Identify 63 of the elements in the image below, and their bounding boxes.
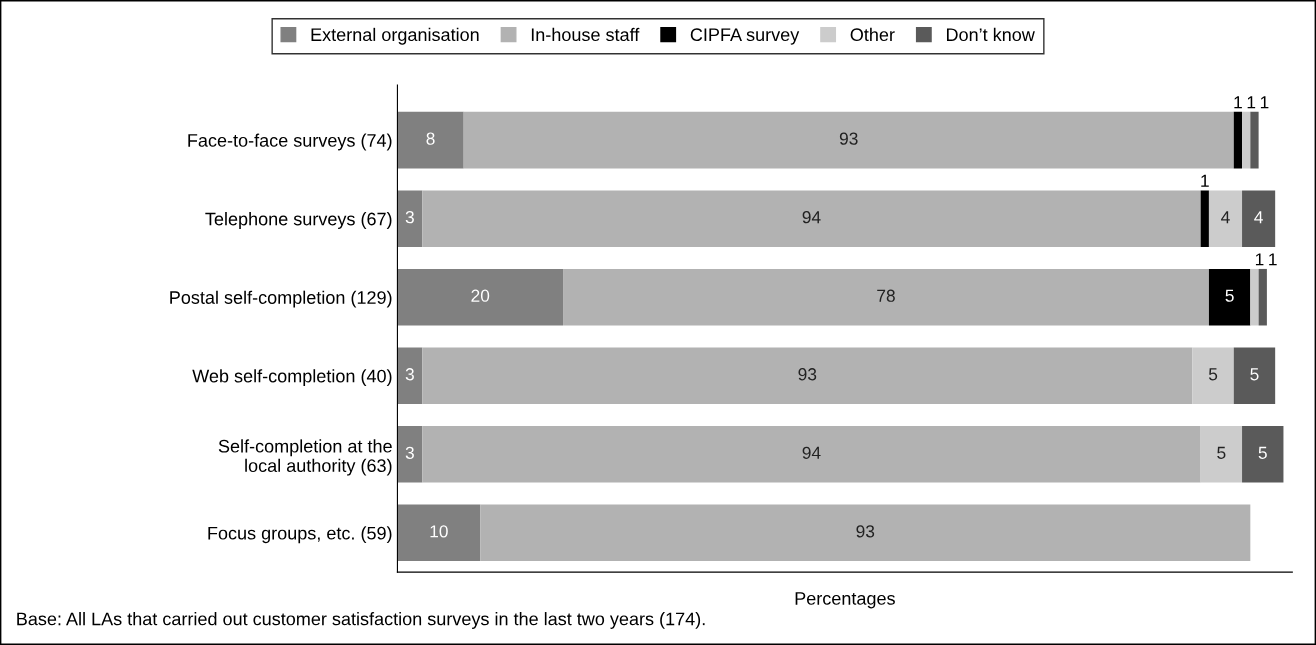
data-label: 10	[430, 525, 448, 538]
legend-label: CIPFA survey	[690, 28, 800, 45]
y-tick-label: Face-to-face surveys (74)	[188, 133, 392, 151]
data-label: 5	[1250, 368, 1259, 381]
data-label: 78	[877, 289, 895, 302]
bar	[397, 190, 423, 247]
bar	[480, 504, 1251, 562]
bar	[397, 504, 481, 562]
bar	[422, 426, 1201, 483]
bar	[1233, 111, 1243, 169]
data-label: 3	[405, 368, 414, 381]
legend-label: Other	[850, 27, 895, 42]
bar	[1258, 268, 1267, 326]
x-axis-title: Percentages	[795, 592, 895, 609]
legend-label: In-house staff	[531, 27, 640, 42]
data-label: 5	[1258, 446, 1267, 459]
data-label: 1	[1269, 253, 1277, 266]
bar	[397, 111, 464, 169]
bar	[1233, 347, 1276, 405]
data-label: 8	[426, 132, 435, 145]
bar	[1242, 111, 1251, 169]
bar	[1192, 347, 1234, 405]
y-tick-label: Focus groups, etc. (59)	[208, 526, 392, 544]
y-tick-label: Web self-completion (40)	[192, 369, 392, 387]
data-label: 94	[802, 211, 821, 224]
data-label: 20	[471, 289, 490, 302]
data-label: 3	[405, 446, 414, 459]
bar	[1208, 190, 1243, 247]
data-label: 93	[798, 368, 817, 381]
legend-label: Don’t know	[946, 27, 1035, 42]
bar	[1250, 268, 1259, 326]
bar	[1200, 426, 1243, 483]
data-label: 5	[1208, 368, 1218, 381]
data-label: 1	[1201, 174, 1209, 187]
legend-label: External organisation	[311, 27, 479, 45]
data-label: 1	[1255, 253, 1264, 266]
data-label: 1	[1234, 96, 1242, 109]
bar	[397, 347, 423, 405]
bar	[1200, 190, 1209, 247]
text: Base: All LAs that carried out customer satisfaction surveys in the last two years (174).	[17, 612, 705, 629]
y-tick-label: Postal self-completion (129)	[170, 290, 392, 308]
y-tick-label: Self-completion at the local authority (63)	[218, 439, 392, 476]
data-label: 94	[802, 446, 821, 459]
y-tick-label: Telephone surveys (67)	[205, 212, 392, 229]
bar	[1250, 111, 1259, 169]
data-label: 3	[405, 211, 414, 224]
data-label: 4	[1254, 211, 1263, 224]
bar	[422, 190, 1201, 247]
bar	[463, 111, 1234, 169]
bar	[1242, 190, 1276, 247]
data-label: 5	[1225, 289, 1234, 302]
data-label: 5	[1217, 446, 1226, 459]
data-label: 93	[839, 132, 858, 145]
bar	[563, 268, 1209, 326]
data-label: 1	[1247, 96, 1256, 109]
data-label: 4	[1221, 211, 1230, 224]
bar	[1208, 268, 1251, 326]
bar	[422, 347, 1193, 405]
bar	[1242, 426, 1284, 483]
bar	[397, 426, 423, 483]
data-label: 1	[1260, 96, 1269, 109]
bar	[397, 268, 564, 326]
data-label: 93	[856, 525, 875, 538]
